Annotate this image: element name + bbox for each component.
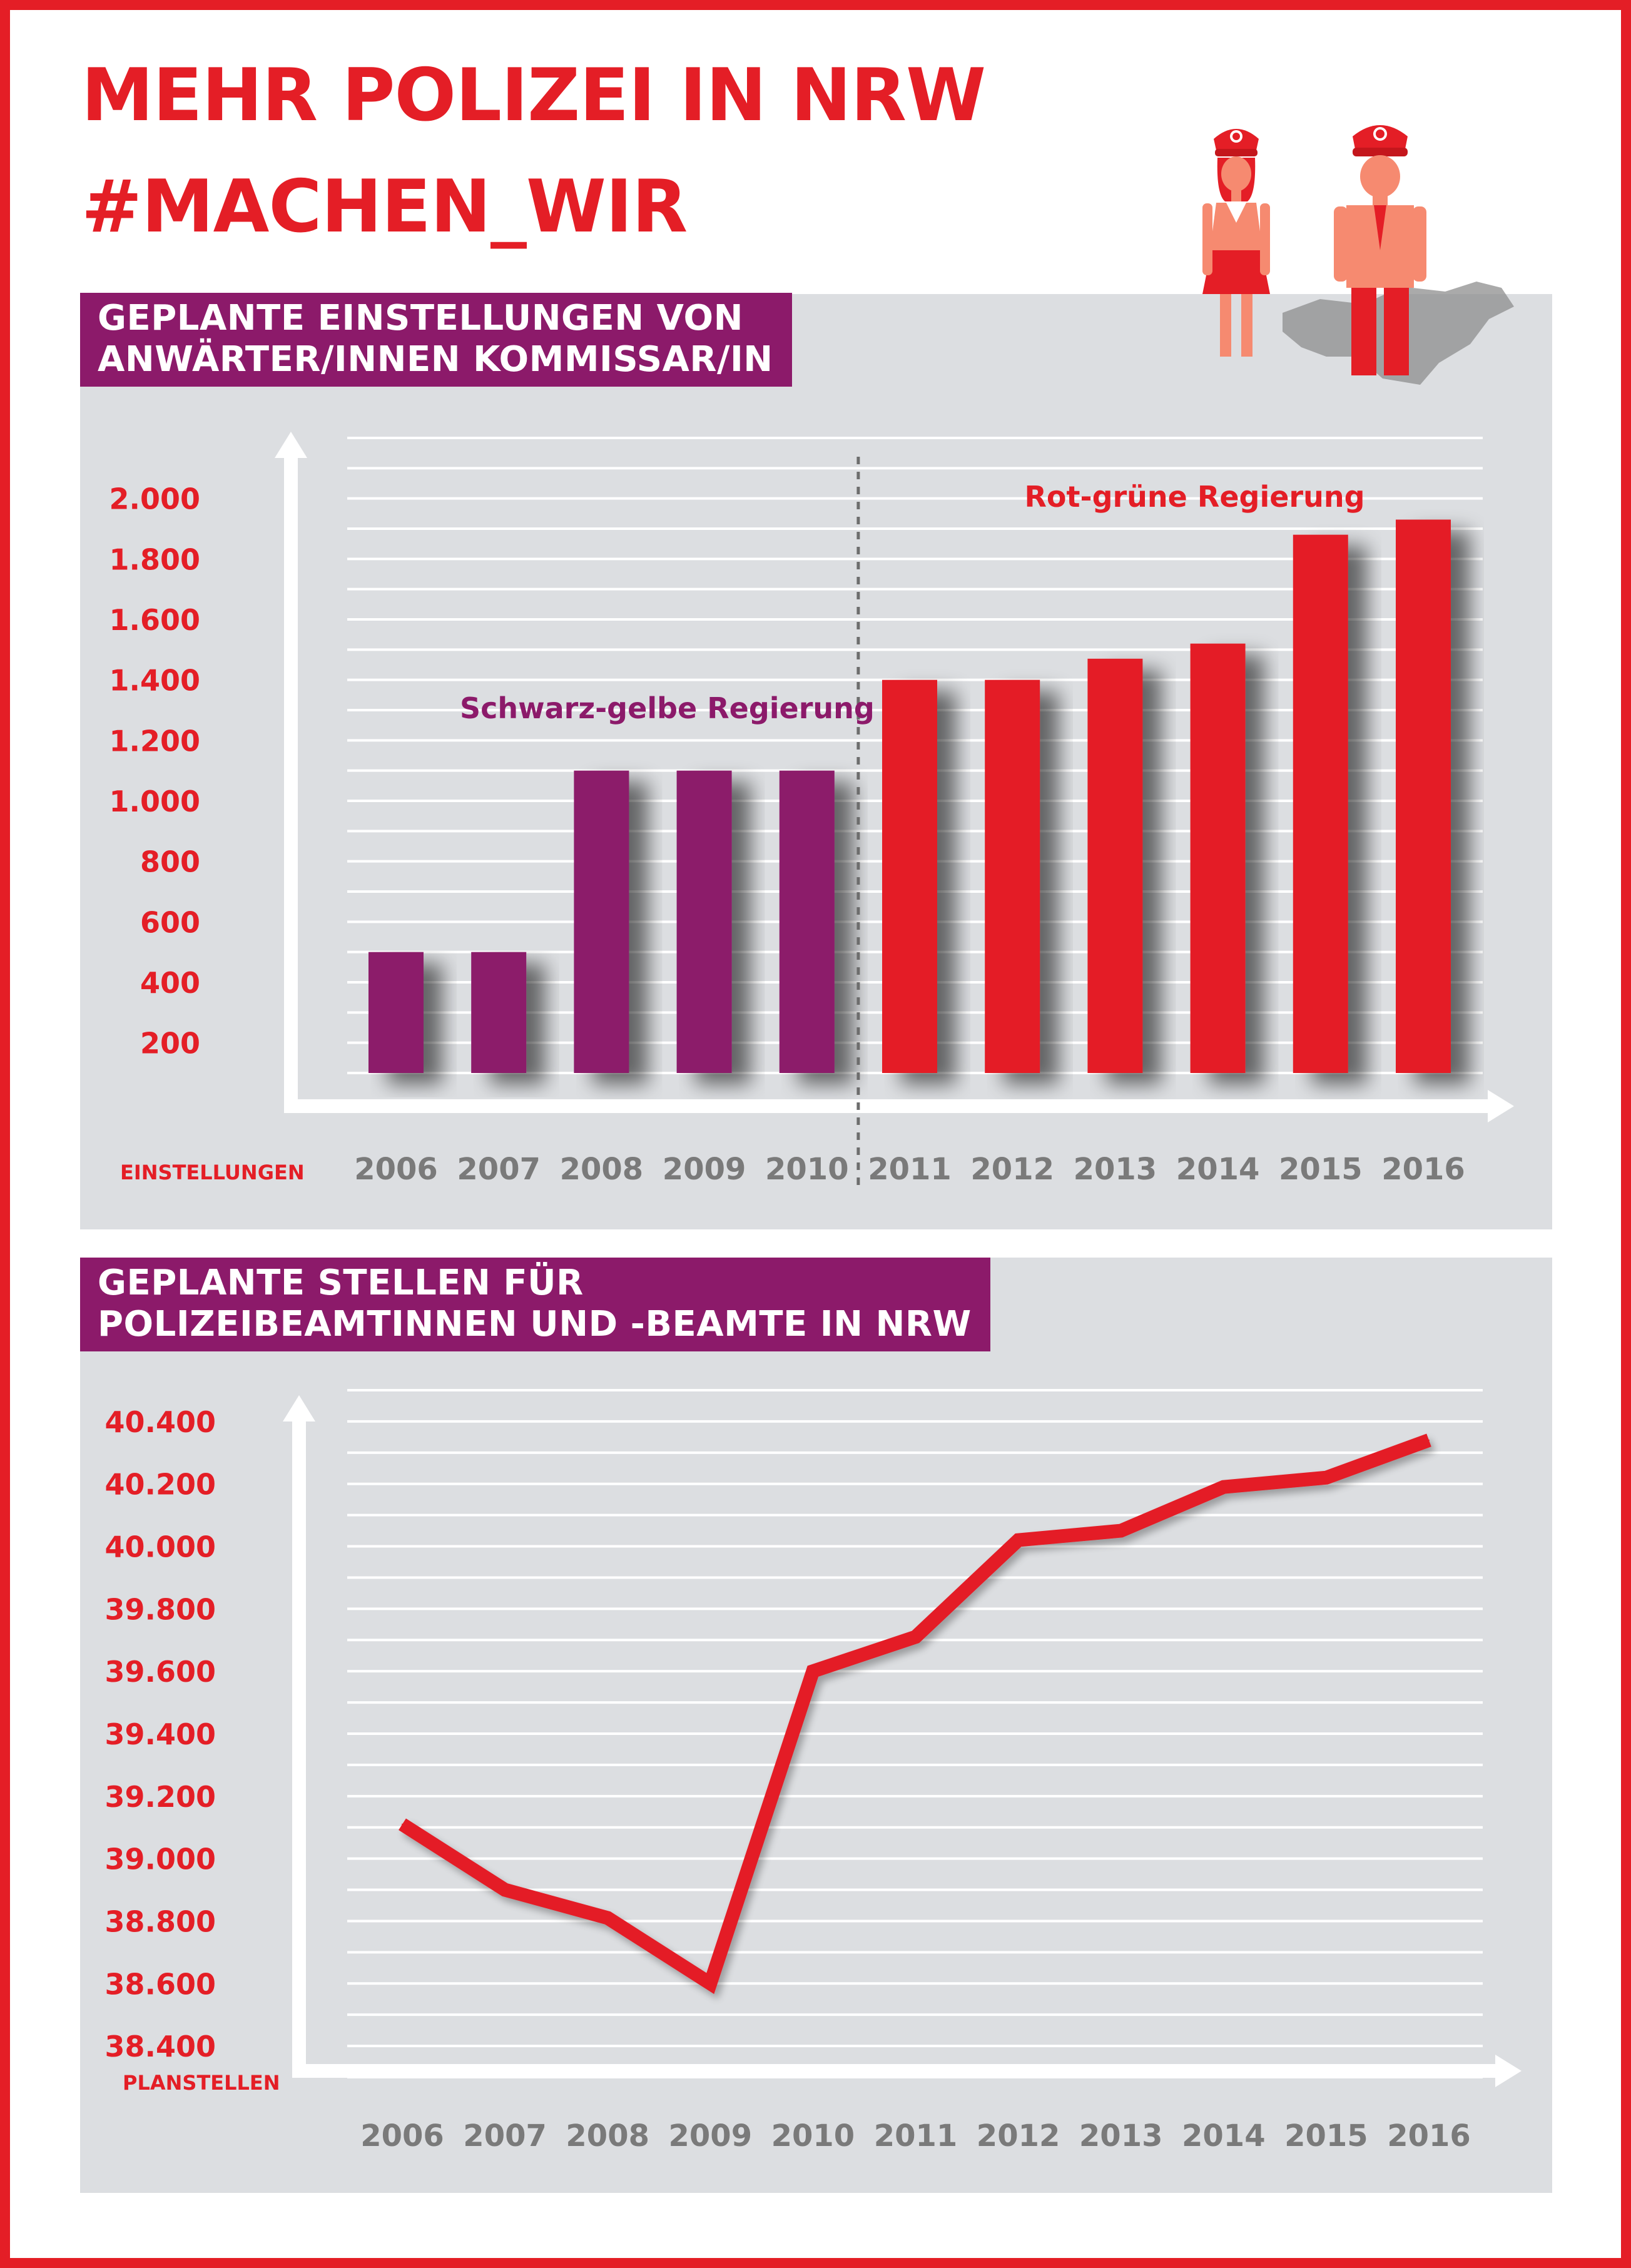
bar-chart-ytick-label: 2.000 <box>109 482 200 516</box>
line-chart-xtick-label: 2008 <box>566 2118 649 2154</box>
bar-chart-xtick-label: 2009 <box>663 1152 746 1187</box>
bar-chart-xtick-label: 2014 <box>1176 1152 1260 1187</box>
planstellen-point-2013 <box>1120 1530 1122 1532</box>
line-chart-xtick-label: 2015 <box>1284 2118 1368 2154</box>
planstellen-point-2011 <box>915 1636 917 1638</box>
bar-2012 <box>985 679 1040 1073</box>
line-chart-xtick-label: 2016 <box>1387 2118 1471 2154</box>
bar-chart-xtick-label: 2016 <box>1381 1152 1465 1187</box>
line-chart-ytick-label: 40.200 <box>104 1468 216 1502</box>
headline-line2: #MACHEN_WIR <box>81 165 688 249</box>
line-chart-ytick-label: 40.400 <box>104 1405 216 1439</box>
line-chart-xtick-label: 2012 <box>977 2118 1060 2154</box>
line-chart-ytick-label: 39.800 <box>104 1592 216 1626</box>
policeman-icon <box>1334 125 1426 375</box>
bar-chart-x-axis-arrow <box>1488 1090 1514 1122</box>
bar-chart-xtick-label: 2007 <box>457 1152 541 1187</box>
bar-2008 <box>574 770 629 1073</box>
line-chart-xtick-label: 2007 <box>463 2118 547 2154</box>
line-chart-ylabel: PLANSTELLEN <box>123 2071 280 2095</box>
planstellen-point-2008 <box>607 1917 609 1919</box>
line-chart-ytick-label: 39.200 <box>104 1780 216 1814</box>
bar-chart-xtick-label: 2010 <box>765 1152 849 1187</box>
bar-chart-ytick-label: 200 <box>140 1027 200 1060</box>
headline-line1: MEHR POLIZEI IN NRW <box>81 53 986 138</box>
line-chart-ytick-label: 38.800 <box>104 1904 216 1938</box>
bar-chart-xtick-label: 2015 <box>1279 1152 1363 1187</box>
planstellen-point-2007 <box>504 1889 506 1891</box>
bar-chart-xtick-label: 2011 <box>868 1152 952 1187</box>
bar-chart-ytick-label: 1.200 <box>109 724 200 758</box>
planstellen-point-2015 <box>1325 1477 1327 1478</box>
bar-chart-xtick-label: 2013 <box>1074 1152 1157 1187</box>
line-chart-ytick-label: 39.400 <box>104 1717 216 1751</box>
line-chart-xtick-label: 2011 <box>874 2118 958 2154</box>
bar-2014 <box>1190 643 1246 1073</box>
bar-chart-ytick-label: 1.600 <box>109 603 200 637</box>
bar-chart-ytick-label: 800 <box>140 845 200 879</box>
bar-chart-ytick-label: 1.400 <box>109 664 200 698</box>
planstellen-point-2009 <box>709 1983 711 1985</box>
line-chart-xtick-label: 2010 <box>771 2118 855 2154</box>
line-chart-xtick-label: 2009 <box>669 2118 753 2154</box>
planstellen-point-2006 <box>402 1823 403 1825</box>
bar-chart-ytick-label: 1.800 <box>109 542 200 576</box>
bar-chart-ytick-label: 400 <box>140 966 200 1000</box>
annotation-schwarz-gelb: Schwarz-gelbe Regierung <box>460 691 875 725</box>
bar-2016 <box>1396 519 1451 1073</box>
police-figures-illustration <box>1202 125 1514 385</box>
bar-chart-xtick-label: 2006 <box>354 1152 438 1187</box>
line-chart-y-axis-arrow <box>283 1395 315 1421</box>
bar-2010 <box>779 770 835 1073</box>
hiring-chart-title: GEPLANTE EINSTELLUNGEN VON ANWÄRTER/INNE… <box>80 293 792 387</box>
bar-2007 <box>471 952 527 1073</box>
bar-chart-ytick-label: 600 <box>140 905 200 939</box>
line-chart-ytick-label: 39.600 <box>104 1655 216 1689</box>
planstellen-point-2016 <box>1428 1439 1430 1441</box>
planstellen-line <box>399 1433 1431 1995</box>
line-chart-xtick-label: 2014 <box>1182 2118 1266 2154</box>
policewoman-icon <box>1202 129 1270 357</box>
bar-chart-xtick-label: 2008 <box>560 1152 644 1187</box>
positions-chart-panel <box>80 1258 1552 2193</box>
bar-chart-xtick-label: 2012 <box>970 1152 1054 1187</box>
line-chart-x-axis-arrow <box>1495 2055 1522 2087</box>
bar-chart-ytick-label: 1.000 <box>109 785 200 818</box>
line-chart-ytick-label: 38.400 <box>104 2030 216 2063</box>
bar-2011 <box>882 679 937 1073</box>
line-chart-xtick-label: 2013 <box>1079 2118 1163 2154</box>
line-chart-ytick-label: 38.600 <box>104 1967 216 2001</box>
bar-2009 <box>676 770 732 1073</box>
bar-2015 <box>1293 534 1348 1073</box>
planstellen-point-2010 <box>812 1670 814 1672</box>
planstellen-point-2014 <box>1222 1486 1224 1488</box>
bar-chart-y-axis-arrow <box>275 432 307 458</box>
line-chart-ytick-label: 39.000 <box>104 1843 216 1876</box>
annotation-rot-gruen: Rot-grüne Regierung <box>1024 480 1364 514</box>
bar-2006 <box>368 952 424 1073</box>
bar-chart-ylabel: EINSTELLUNGEN <box>120 1161 305 1184</box>
planstellen-point-2012 <box>1017 1539 1019 1541</box>
line-chart-xtick-label: 2006 <box>360 2118 444 2154</box>
bar-2013 <box>1087 658 1143 1073</box>
positions-chart-title: GEPLANTE STELLEN FÜR POLIZEIBEAMTINNEN U… <box>80 1258 990 1351</box>
line-chart-ytick-label: 40.000 <box>104 1530 216 1564</box>
